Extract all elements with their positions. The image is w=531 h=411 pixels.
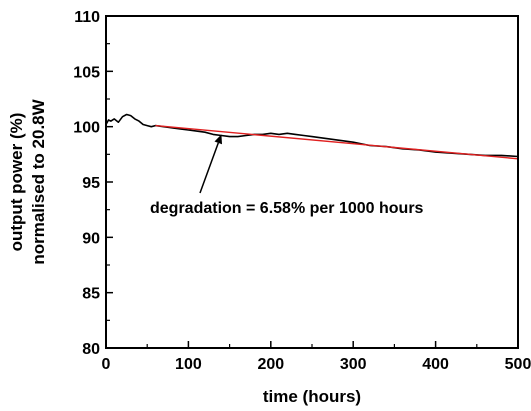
- plot-frame: [105, 15, 519, 349]
- x-tick-label: 300: [340, 356, 367, 373]
- x-tick-label: 500: [505, 356, 531, 373]
- x-tick-label: 100: [175, 356, 202, 373]
- x-tick-label: 400: [422, 356, 449, 373]
- linear-fit-line: [155, 124, 519, 160]
- y-tick-label: 95: [82, 175, 100, 192]
- labels-layer: 0 100 200 300 400 500 80 85 90 95 100 105 110: [73, 9, 531, 373]
- x-tick-label: 200: [257, 356, 284, 373]
- x-axis-title: time (hours): [263, 387, 361, 406]
- y-tick-label: 110: [74, 9, 100, 26]
- y-tick-label: 105: [73, 64, 100, 81]
- y-tick-label: 85: [82, 286, 100, 303]
- annotation-arrow: [199, 142, 220, 194]
- ticks-layer: [105, 15, 519, 349]
- annotation-arrowhead: [214, 134, 222, 145]
- x-tick-label: 0: [102, 356, 111, 373]
- y-axis-title-line-2: normalised to 20.8W: [29, 98, 48, 264]
- measured-output-line: [105, 113, 519, 158]
- y-tick-label: 80: [82, 341, 100, 358]
- y-tick-label: 100: [73, 120, 100, 137]
- annotation-text: degradation = 6.58% per 1000 hours: [150, 200, 424, 217]
- y-tick-label: 90: [82, 230, 100, 247]
- series-layer: [105, 113, 519, 160]
- y-axis-title-line-1: output power (%): [7, 113, 26, 252]
